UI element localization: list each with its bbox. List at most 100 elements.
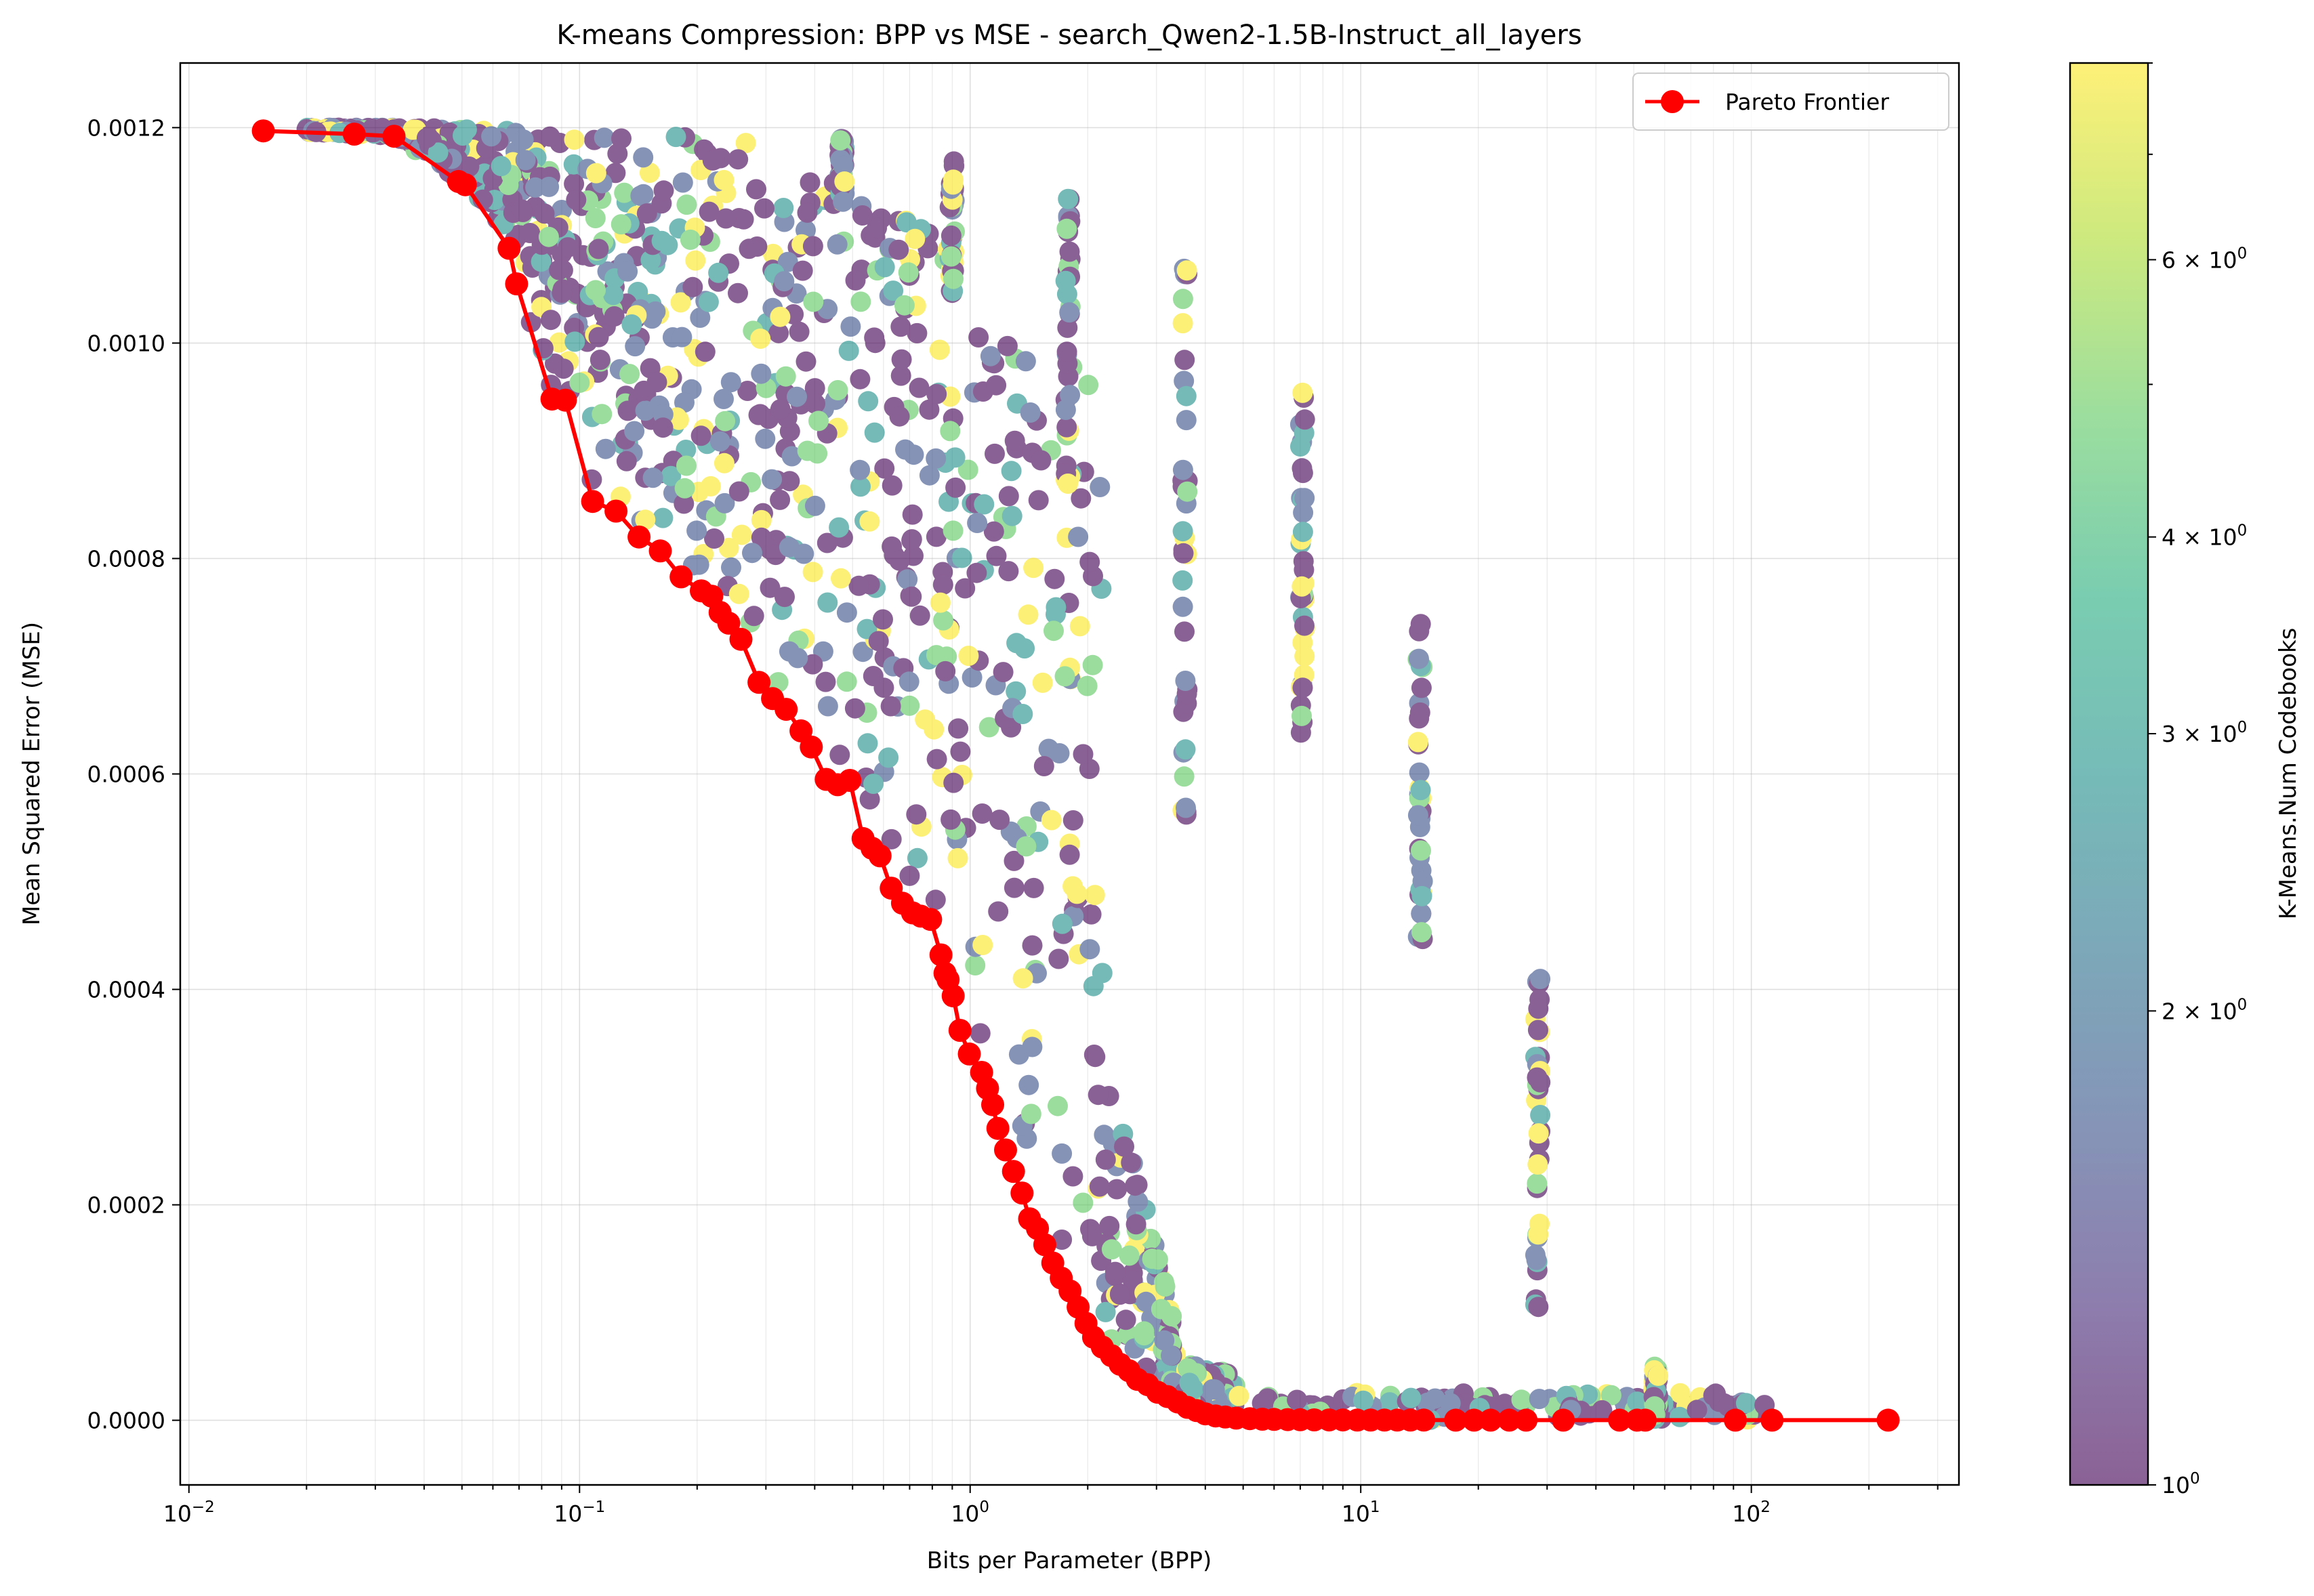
colorbar-gradient	[2070, 63, 2148, 1485]
scatter-point	[889, 406, 910, 427]
pareto-point	[717, 611, 741, 635]
scatter-point	[1044, 568, 1065, 589]
scatter-point	[617, 261, 638, 282]
scatter-point	[882, 475, 903, 496]
scatter-point	[642, 467, 663, 488]
scatter-point	[708, 262, 729, 283]
scatter-point	[864, 422, 885, 443]
scatter-point	[676, 194, 697, 215]
scatter-point	[653, 180, 674, 201]
scatter-point	[1292, 576, 1313, 597]
y-axis-label: Mean Squared Error (MSE)	[18, 622, 45, 925]
pareto-point	[453, 173, 477, 196]
scatter-point	[770, 489, 791, 510]
pareto-point	[747, 671, 771, 694]
scatter-point	[1407, 805, 1428, 826]
scatter-point	[881, 828, 902, 849]
scatter-point	[909, 377, 930, 398]
pareto-point	[919, 908, 943, 931]
scatter-point	[1038, 738, 1059, 759]
scatter-point	[728, 583, 749, 604]
scatter-point	[588, 238, 609, 259]
scatter-point	[1048, 948, 1069, 969]
scatter-point	[1028, 490, 1049, 511]
scatter-point	[728, 282, 748, 303]
scatter-point	[926, 526, 947, 547]
scatter-point	[817, 592, 838, 613]
scatter-point	[950, 741, 971, 762]
scatter-point	[588, 327, 609, 348]
scatter-point	[672, 172, 693, 193]
scatter-point	[491, 156, 512, 177]
scatter-point	[850, 369, 871, 390]
scatter-point	[966, 562, 987, 583]
scatter-point	[1121, 1152, 1142, 1173]
scatter-point	[796, 351, 817, 372]
x-tick-label: 102	[1732, 1498, 1771, 1527]
scatter-point	[541, 310, 561, 331]
scatter-point	[1411, 677, 1432, 698]
scatter-point	[1294, 560, 1315, 581]
scatter-point	[1172, 521, 1193, 542]
scatter-point	[1687, 1400, 1708, 1421]
scatter-point	[416, 127, 437, 148]
scatter-point	[1018, 604, 1039, 625]
scatter-point	[1401, 1387, 1422, 1408]
scatter-point	[754, 198, 774, 219]
scatter-point	[1529, 1389, 1550, 1410]
scatter-point	[948, 718, 969, 739]
scatter-point	[590, 350, 611, 371]
colorbar-tick-label: 3 × 100	[2162, 719, 2247, 747]
scatter-point	[453, 125, 473, 146]
scatter-point	[1057, 317, 1078, 338]
scatter-point	[624, 421, 645, 442]
pareto-point	[774, 698, 798, 721]
scatter-point	[797, 202, 818, 223]
scatter-point	[850, 476, 871, 497]
pareto-point	[1462, 1408, 1486, 1432]
scatter-point	[951, 547, 972, 568]
scatter-point	[1407, 732, 1428, 753]
scatter-point	[773, 198, 794, 218]
scatter-point	[1023, 558, 1044, 579]
scatter-point	[1015, 351, 1036, 372]
x-tick-label: 100	[951, 1498, 989, 1527]
scatter-point	[1031, 450, 1052, 471]
pareto-point	[729, 627, 753, 651]
scatter-point	[858, 391, 879, 412]
scatter-point	[774, 271, 795, 292]
scatter-point	[1052, 1143, 1073, 1164]
scatter-point	[1176, 410, 1197, 431]
scatter-point	[974, 494, 995, 515]
scatter-point	[919, 399, 940, 420]
scatter-point	[1001, 461, 1022, 482]
scatter-point	[428, 142, 449, 163]
scatter-point	[930, 592, 951, 613]
y-tick-label: 0.0006	[87, 761, 165, 788]
scatter-point	[989, 810, 1010, 831]
colorbar-tick-label: 2 × 100	[2162, 996, 2247, 1024]
scatter-point	[1409, 762, 1430, 783]
scatter-point	[549, 259, 570, 280]
scatter-point	[1044, 621, 1064, 642]
pareto-point	[1608, 1408, 1632, 1432]
scatter-point	[787, 386, 807, 407]
scatter-point	[1082, 654, 1103, 675]
pareto-point	[1033, 1233, 1056, 1257]
scatter-point	[539, 126, 560, 147]
pareto-point	[1479, 1408, 1502, 1432]
scatter-point	[645, 301, 666, 322]
scatter-point	[1079, 939, 1100, 960]
scatter-point	[800, 172, 821, 193]
scatter-point	[686, 520, 707, 541]
scatter-point	[534, 203, 555, 224]
scatter-point	[1177, 481, 1198, 502]
scatter-point	[1083, 1045, 1104, 1065]
scatter-point	[1151, 1299, 1172, 1320]
scatter-point	[1058, 188, 1079, 209]
scatter-point	[1048, 1095, 1068, 1116]
scatter-point	[926, 383, 947, 404]
scatter-point	[868, 631, 889, 652]
scatter-point	[902, 504, 923, 525]
scatter-point	[980, 345, 1001, 366]
